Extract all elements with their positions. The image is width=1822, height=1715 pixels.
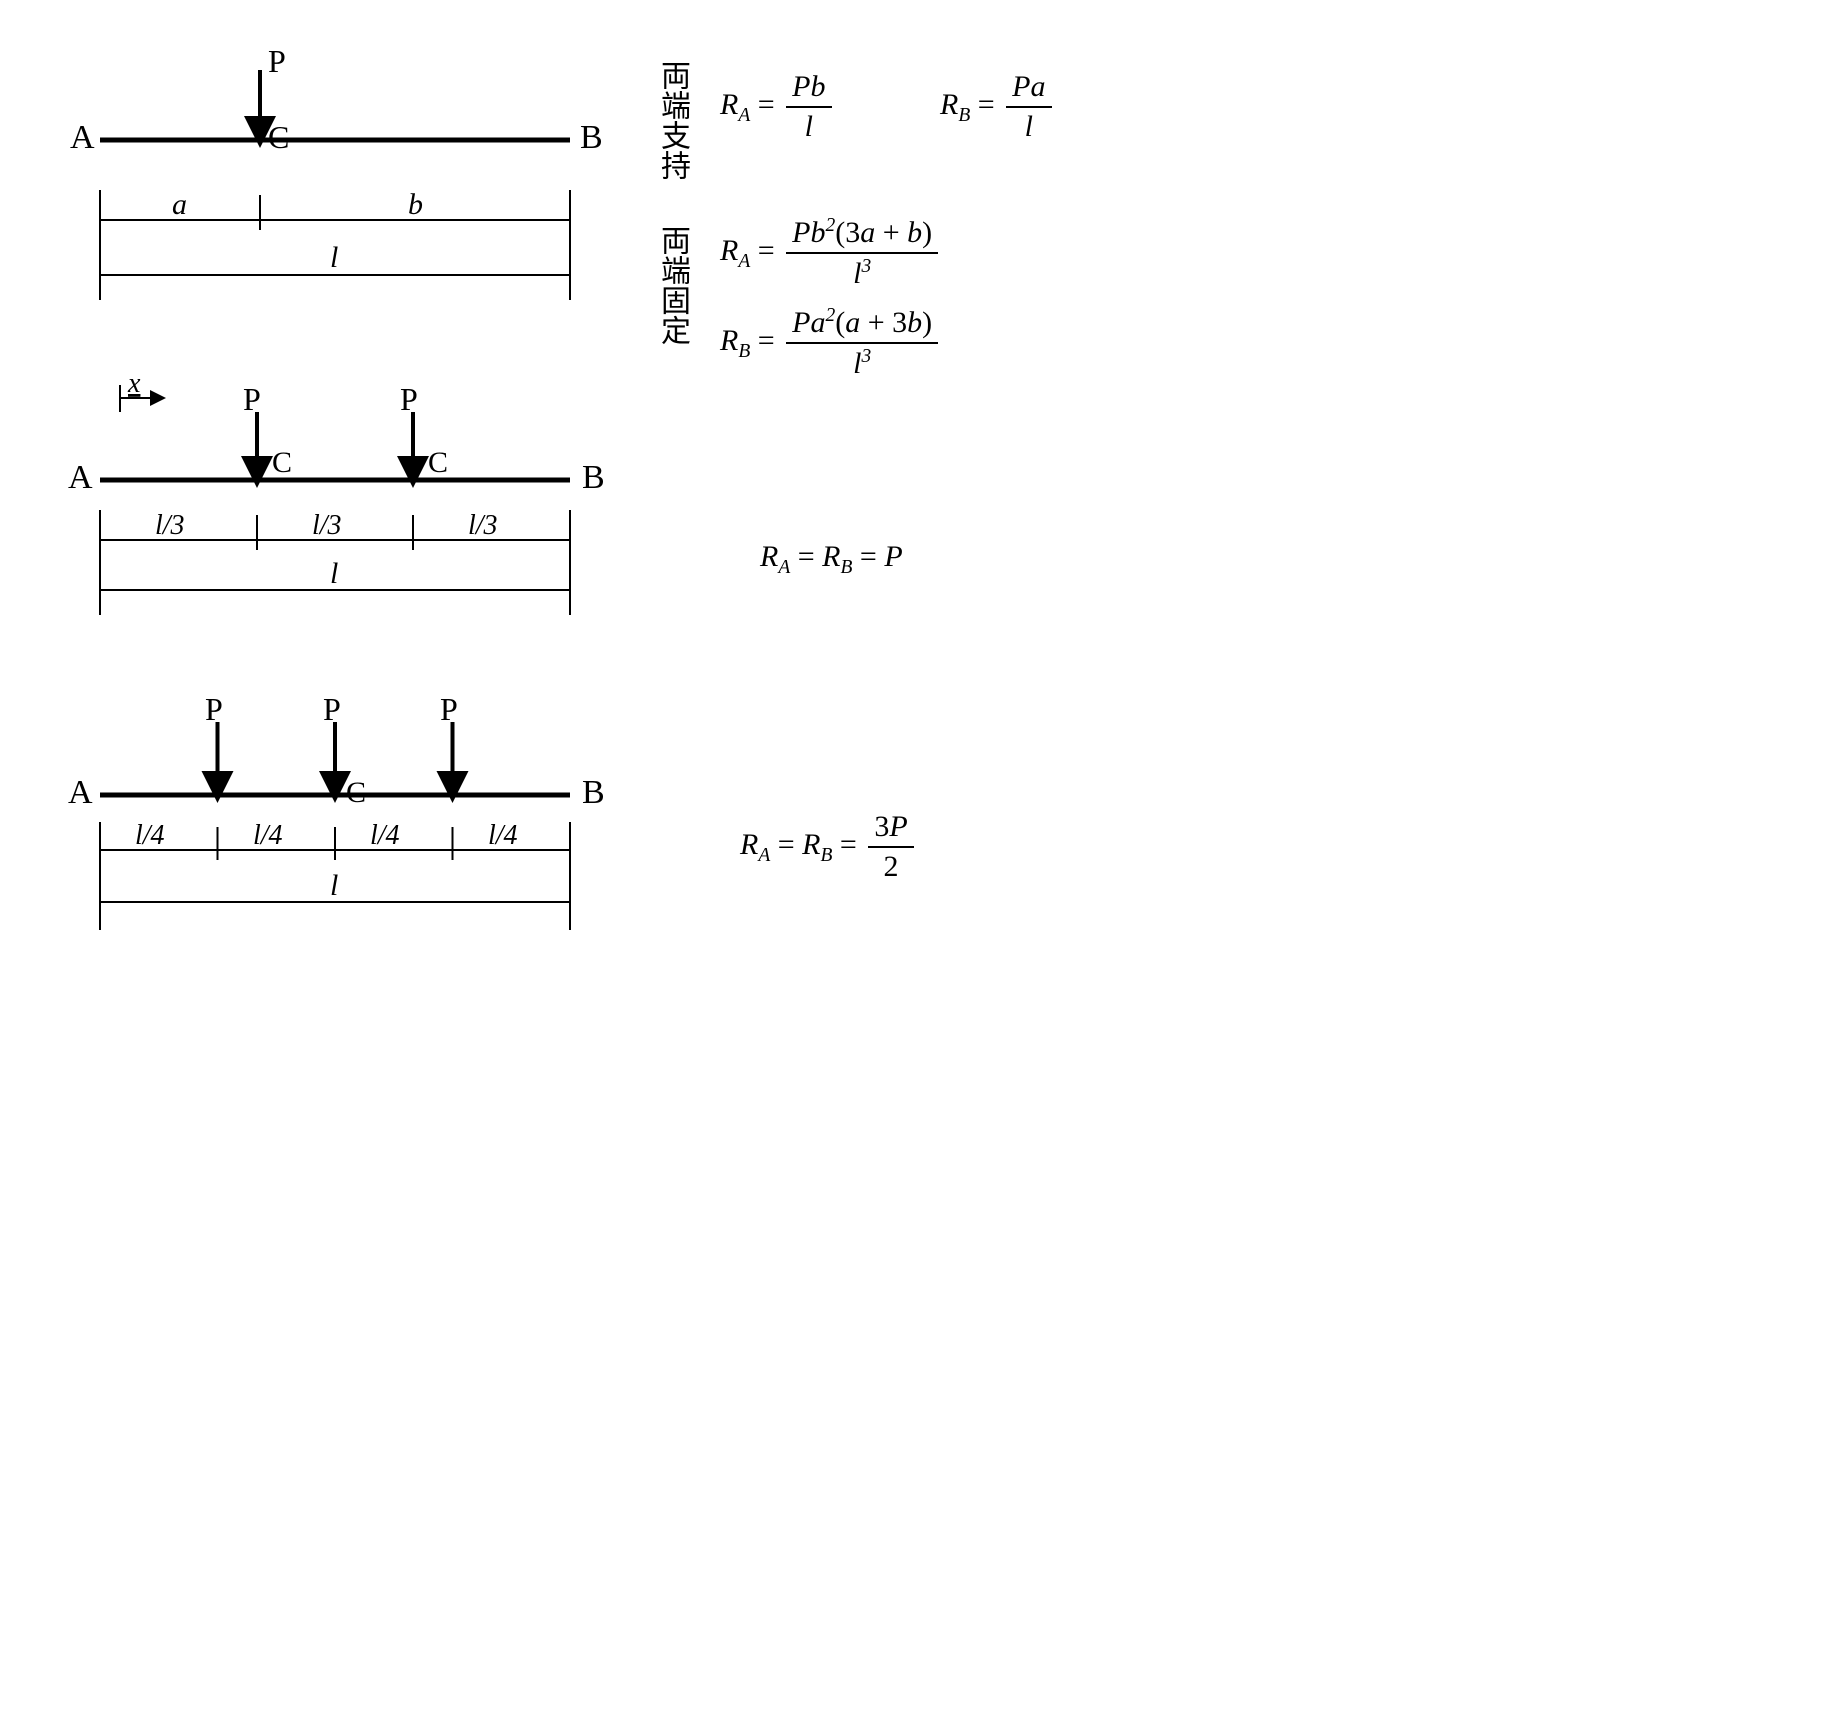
label-P1: P <box>268 43 286 79</box>
den: l3 <box>786 344 938 381</box>
label-A3: A <box>68 774 93 811</box>
den: 2 <box>868 848 913 884</box>
page: A B C P a b l 両端支持 RA = Pbl RB = Pal 両端固… <box>40 40 1340 945</box>
label-l4a: l/4 <box>135 820 165 851</box>
label-l3c: l/3 <box>468 510 498 541</box>
label-l4c: l/4 <box>370 820 400 851</box>
label-C3: C <box>346 776 366 809</box>
num: Pb2(3a + b) <box>786 215 938 254</box>
eq-text: RB = <box>720 324 782 357</box>
label-C1: C <box>268 119 289 155</box>
diagram-1: A B C P a b l <box>40 40 610 310</box>
label-C2b: C <box>428 446 448 479</box>
label-a: a <box>172 188 187 221</box>
label-B3: B <box>582 774 605 811</box>
label-l3: l <box>330 869 338 902</box>
label-l4d: l/4 <box>488 820 518 851</box>
eq-text: RA = <box>720 88 782 121</box>
den: l <box>1006 108 1051 144</box>
eq-text: RB = <box>940 88 1002 121</box>
vlabel-simply-supported: 両端支持 <box>650 60 694 180</box>
label-l2: l <box>330 557 338 590</box>
label-P3c: P <box>440 691 458 727</box>
label-P3a: P <box>205 691 223 727</box>
label-l1: l <box>330 241 338 274</box>
label-P3b: P <box>323 691 341 727</box>
num: Pa <box>1006 70 1051 108</box>
num: Pb <box>786 70 831 108</box>
vlabel-fixed: 両端固定 <box>650 225 694 345</box>
label-A2: A <box>68 459 93 496</box>
label-b: b <box>408 188 423 221</box>
diagram-3: A B P P P C l/4 l/4 l/4 l/4 l <box>40 690 610 945</box>
eq-RB-simple: RB = Pal <box>940 70 1056 144</box>
label-l3a: l/3 <box>155 510 185 541</box>
diagram-2: x A B P P C C l/3 l/3 l/3 l <box>40 370 610 630</box>
label-C2a: C <box>272 446 292 479</box>
label-B2: B <box>582 459 605 496</box>
label-P2a: P <box>243 381 261 417</box>
den: l <box>786 108 831 144</box>
eq-RA-simple: RA = Pbl <box>720 70 836 144</box>
num: 3P <box>868 810 913 848</box>
eq-RB-fixed: RB = Pa2(a + 3b) l3 <box>720 305 942 381</box>
label-B: B <box>580 119 603 156</box>
eq-text: RA = <box>720 234 782 267</box>
eq-diagram2: RA = RB = P <box>760 540 903 579</box>
label-l4b: l/4 <box>253 820 283 851</box>
label-A: A <box>70 119 95 156</box>
label-l3b: l/3 <box>312 510 342 541</box>
den: l3 <box>786 254 938 291</box>
eq-diagram3: RA = RB = 3P2 <box>740 810 918 884</box>
eq-RA-fixed: RA = Pb2(3a + b) l3 <box>720 215 942 291</box>
label-P2b: P <box>400 381 418 417</box>
num: Pa2(a + 3b) <box>786 305 938 344</box>
label-x: x <box>127 370 141 399</box>
